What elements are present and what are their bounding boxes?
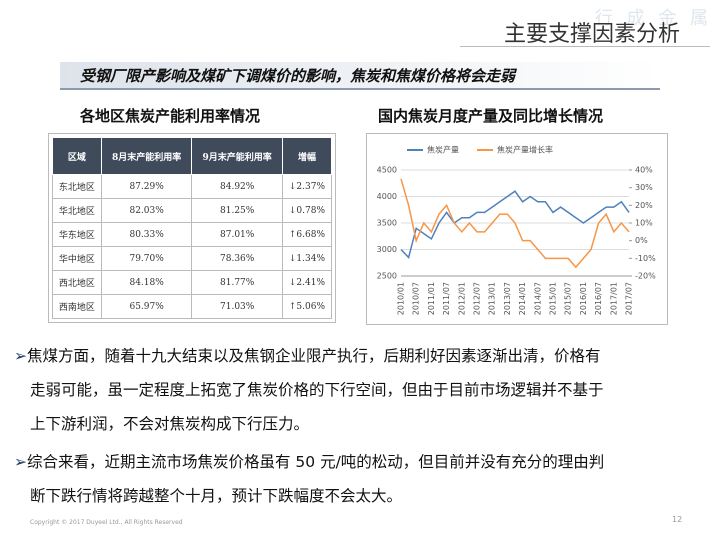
- y2-tick-label: 0%: [635, 236, 648, 245]
- header-cell: 9月末产能利用率: [191, 137, 283, 175]
- cell: 华东地区: [52, 222, 102, 247]
- x-tick-label: 2012/07: [473, 282, 482, 315]
- header-row: 区域 8月末产能利用率 9月末产能利用率 增幅: [52, 137, 333, 175]
- cell: ↑6.68%: [281, 222, 333, 247]
- x-tick-label: 2017/07: [625, 282, 634, 315]
- y-tick-label: 3000: [377, 245, 397, 254]
- bullet-line: 断下跌行情将跨越整个十月，预计下跌幅度不会太大。: [30, 486, 402, 506]
- x-tick-label: 2011/07: [442, 282, 451, 315]
- x-tick-label: 2010/07: [412, 282, 421, 315]
- cell: 81.77%: [191, 270, 283, 295]
- x-tick-label: 2015/07: [564, 282, 573, 315]
- series-line: [400, 178, 630, 269]
- legend-label: 焦炭产量: [427, 145, 459, 155]
- y2-tick-label: 10%: [635, 219, 653, 228]
- subtitle-bar: 受钢厂限产影响及煤矿下调煤价的影响，焦炭和焦煤价格将会走弱: [60, 62, 660, 90]
- y-tick-label: 3500: [377, 219, 397, 228]
- y-tick-label: 4500: [377, 166, 397, 175]
- table: 区域 8月末产能利用率 9月末产能利用率 增幅 东北地区 87.29% 84.92% ↓2.3…: [52, 137, 333, 319]
- copyright: Copyright © 2017 Duyeel Ltd., All Rights…: [30, 519, 183, 526]
- bullet-text: 断下跌行情将跨越整个十月，预计下跌幅度不会太大。: [30, 487, 403, 505]
- y2-tick-label: 30%: [635, 183, 653, 192]
- series-line: [400, 190, 630, 259]
- cell: 华中地区: [52, 246, 102, 271]
- cell: ↑5.06%: [281, 294, 333, 319]
- cell: ↓1.34%: [281, 246, 333, 271]
- x-tick-label: 2012/01: [457, 282, 466, 315]
- y2-tick-label: -20%: [635, 272, 656, 281]
- cell: 东北地区: [52, 174, 102, 199]
- page-number: 12: [672, 515, 683, 524]
- cell: ↓2.41%: [281, 270, 333, 295]
- cell: 西南地区: [52, 294, 102, 319]
- bullet-text: 走弱可能，虽一定程度上拓宽了焦炭价格的下行空间，但由于目前市场逻辑并不基于: [30, 381, 604, 399]
- y-tick-label: 4000: [377, 192, 397, 201]
- bullet-line: 走弱可能，虽一定程度上拓宽了焦炭价格的下行空间，但由于目前市场逻辑并不基于: [30, 380, 604, 400]
- x-tick-label: 2013/07: [503, 282, 512, 315]
- bullet-text: 焦煤方面，随着十九大结束以及焦钢企业限产执行，后期利好因素逐渐出清，价格有: [27, 347, 601, 365]
- cell: 78.36%: [191, 246, 283, 271]
- legend-label: 焦炭产量增长率: [497, 145, 553, 155]
- x-tick-label: 2013/01: [488, 282, 497, 315]
- slide-title: 主要支撑因素分析: [503, 22, 680, 47]
- table-heading: 各地区焦炭产能利用率情况: [80, 107, 261, 125]
- title-rule: [460, 46, 710, 47]
- header-cell: 增幅: [281, 137, 333, 175]
- row: 华北地区 82.03% 81.25% ↓0.78%: [52, 198, 333, 223]
- bullet-marker: ➢: [14, 347, 27, 365]
- x-tick-label: 2016/07: [594, 282, 603, 315]
- row: 西北地区 84.18% 81.77% ↓2.41%: [52, 270, 333, 295]
- x-tick-label: 2017/01: [609, 282, 618, 315]
- y2-tick-label: 20%: [635, 201, 653, 210]
- table-box: 区域 8月末产能利用率 9月末产能利用率 增幅 东北地区 87.29% 84.92% ↓2.3…: [48, 133, 336, 323]
- cell: 65.97%: [100, 294, 193, 319]
- row: 东北地区 87.29% 84.92% ↓2.37%: [52, 174, 333, 199]
- row: 西南地区 65.97% 71.03% ↑5.06%: [52, 294, 333, 319]
- x-tick-label: 2016/01: [579, 282, 588, 315]
- chart-heading: 国内焦炭月度产量及同比增长情况: [378, 107, 604, 125]
- cell: 82.03%: [100, 198, 193, 223]
- header-cell: 区域: [52, 137, 102, 175]
- y-tick-label: 2500: [377, 272, 397, 281]
- x-tick-label: 2011/01: [427, 282, 436, 315]
- cell: 84.92%: [191, 174, 283, 199]
- bullet-line: ➢焦煤方面，随着十九大结束以及焦钢企业限产执行，后期利好因素逐渐出清，价格有: [14, 346, 601, 366]
- cell: 华北地区: [52, 198, 102, 223]
- cell: 西北地区: [52, 270, 102, 295]
- cell: 71.03%: [191, 294, 283, 319]
- bullet-text: 综合来看，近期主流市场焦炭价格虽有 50 元/吨的松动，但目前并没有充分的理由判: [27, 453, 605, 471]
- chart-box: 2500 3000 3500 4000 4500 -20% -10% 0% 10% 20% 30% 4…: [366, 133, 668, 325]
- bullet-marker: ➢: [14, 453, 27, 471]
- row: 华东地区 80.33% 87.01% ↑6.68%: [52, 222, 333, 247]
- header-cell: 8月末产能利用率: [100, 137, 193, 175]
- y2-tick-label: -10%: [635, 254, 656, 263]
- chart: 2500 3000 3500 4000 4500 -20% -10% 0% 10% 20% 30% 4…: [377, 145, 656, 316]
- x-tick-label: 2010/01: [397, 282, 406, 315]
- cell: ↓0.78%: [281, 198, 333, 223]
- y2-tick-label: 40%: [635, 166, 653, 175]
- x-tick-label: 2014/07: [533, 282, 542, 315]
- x-tick-label: 2015/01: [549, 282, 558, 315]
- bullet-text: 上下游利润，不会对焦炭构成下行压力。: [30, 415, 310, 433]
- bullet-line: 上下游利润，不会对焦炭构成下行压力。: [30, 414, 309, 434]
- cell: 87.01%: [191, 222, 283, 247]
- cell: 84.18%: [100, 270, 193, 295]
- row: 华中地区 79.70% 78.36% ↓1.34%: [52, 246, 333, 271]
- watermark: 行 成 金 属: [594, 8, 712, 29]
- bullet-line: ➢综合来看，近期主流市场焦炭价格虽有 50 元/吨的松动，但目前并没有充分的理由…: [14, 452, 604, 472]
- cell: 80.33%: [100, 222, 193, 247]
- x-tick-label: 2014/01: [518, 282, 527, 315]
- cell: 79.70%: [100, 246, 193, 271]
- cell: 81.25%: [191, 198, 283, 223]
- cell: 87.29%: [100, 174, 193, 199]
- cell: ↓2.37%: [281, 174, 333, 199]
